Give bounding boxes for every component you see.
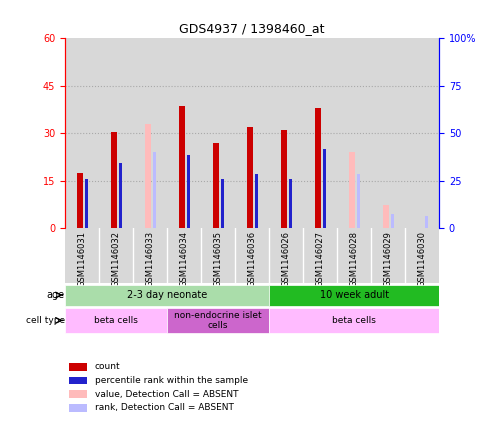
Text: GSM1146032: GSM1146032 <box>111 231 120 287</box>
Bar <box>303 228 337 283</box>
Bar <box>337 228 371 283</box>
Bar <box>111 132 117 228</box>
Bar <box>357 174 360 228</box>
Bar <box>315 108 321 228</box>
Bar <box>383 205 389 228</box>
Text: GSM1146035: GSM1146035 <box>214 231 223 287</box>
Text: age: age <box>47 290 65 300</box>
Bar <box>235 38 269 228</box>
Bar <box>247 127 253 228</box>
Text: 10 week adult: 10 week adult <box>319 290 389 300</box>
Text: cell type: cell type <box>26 316 65 325</box>
Bar <box>289 179 292 228</box>
Text: GSM1146033: GSM1146033 <box>145 231 154 287</box>
Text: beta cells: beta cells <box>332 316 376 325</box>
Bar <box>119 163 122 228</box>
Text: beta cells: beta cells <box>94 316 138 325</box>
Bar <box>69 390 87 398</box>
Bar <box>69 404 87 412</box>
Bar <box>349 152 355 228</box>
Text: GSM1146036: GSM1146036 <box>248 231 256 287</box>
Bar <box>281 130 287 228</box>
Text: count: count <box>95 362 120 371</box>
Text: GSM1146034: GSM1146034 <box>180 231 189 287</box>
Bar <box>77 173 83 228</box>
Bar <box>85 179 88 228</box>
Bar <box>167 308 269 333</box>
Bar <box>235 228 269 283</box>
Bar <box>99 228 133 283</box>
Bar <box>69 363 87 371</box>
Bar <box>303 38 337 228</box>
Text: rank, Detection Call = ABSENT: rank, Detection Call = ABSENT <box>95 404 234 412</box>
Bar <box>269 308 439 333</box>
Bar <box>323 149 326 228</box>
Text: GSM1146030: GSM1146030 <box>418 231 427 287</box>
Title: GDS4937 / 1398460_at: GDS4937 / 1398460_at <box>179 22 325 36</box>
Bar <box>371 228 405 283</box>
Text: GSM1146029: GSM1146029 <box>384 231 393 287</box>
Bar <box>269 285 439 305</box>
Bar <box>405 228 439 283</box>
Bar <box>337 38 371 228</box>
Bar <box>153 152 156 228</box>
Bar <box>213 143 219 228</box>
Bar <box>425 216 428 228</box>
Bar <box>179 106 185 228</box>
Bar <box>133 38 167 228</box>
Bar <box>167 228 201 283</box>
Bar <box>405 38 439 228</box>
Bar <box>391 214 394 228</box>
Text: GSM1146031: GSM1146031 <box>77 231 86 287</box>
Bar <box>221 179 224 228</box>
Text: GSM1146027: GSM1146027 <box>315 231 324 287</box>
Text: GSM1146028: GSM1146028 <box>350 231 359 287</box>
Text: 2-3 day neonate: 2-3 day neonate <box>127 290 207 300</box>
Bar <box>269 38 303 228</box>
Bar <box>65 38 99 228</box>
Text: value, Detection Call = ABSENT: value, Detection Call = ABSENT <box>95 390 239 399</box>
Text: non-endocrine islet
cells: non-endocrine islet cells <box>174 311 262 330</box>
Bar <box>133 228 167 283</box>
Bar <box>99 38 133 228</box>
Bar <box>167 38 201 228</box>
Bar <box>145 124 151 228</box>
Bar <box>187 156 190 228</box>
Bar <box>201 38 235 228</box>
Text: GSM1146026: GSM1146026 <box>281 231 290 287</box>
Bar <box>69 376 87 384</box>
Bar <box>255 174 258 228</box>
Bar <box>65 228 99 283</box>
Bar <box>65 285 269 305</box>
Text: percentile rank within the sample: percentile rank within the sample <box>95 376 248 385</box>
Bar <box>371 38 405 228</box>
Bar <box>65 308 167 333</box>
Bar <box>269 228 303 283</box>
Bar <box>201 228 235 283</box>
